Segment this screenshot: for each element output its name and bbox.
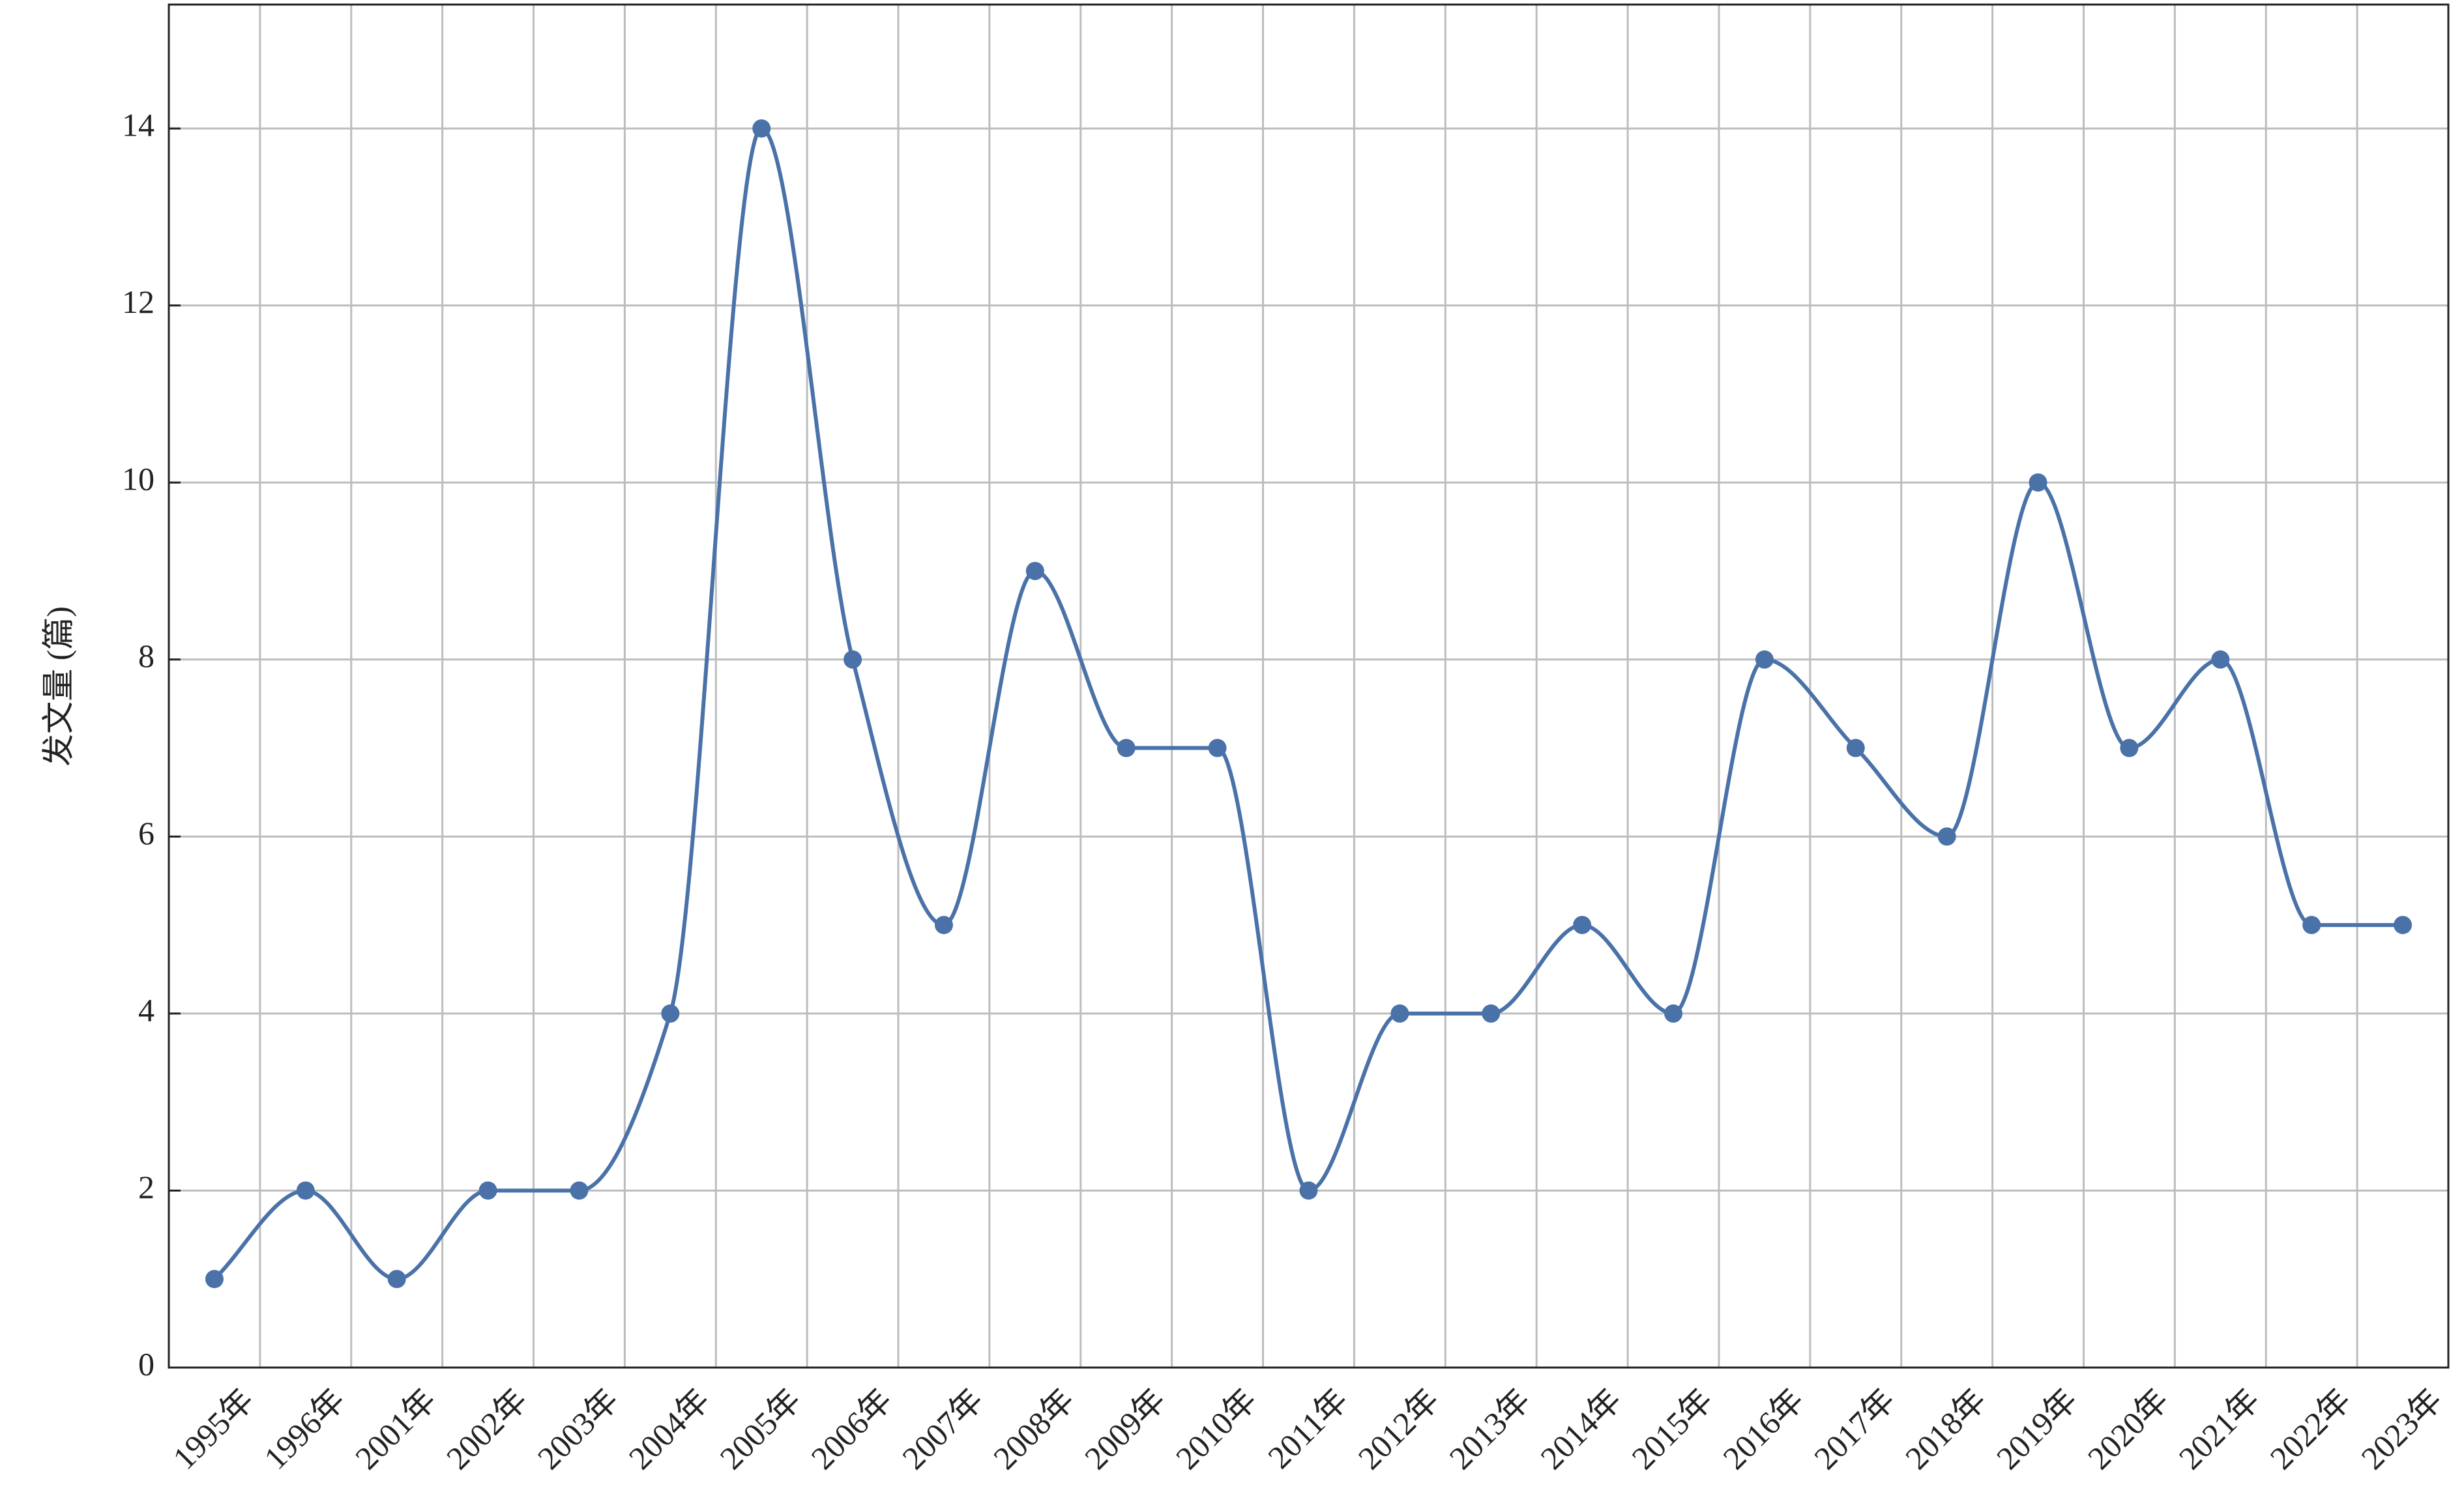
x-tick-label: 2004年 xyxy=(622,1381,717,1476)
data-point xyxy=(1390,1004,1409,1023)
data-point xyxy=(1846,739,1865,757)
data-point xyxy=(2120,739,2139,757)
x-tick-label: 2009年 xyxy=(1078,1381,1173,1476)
x-tick-label: 1995年 xyxy=(166,1381,261,1476)
x-tick-label: 2002年 xyxy=(439,1381,535,1476)
y-tick-label: 10 xyxy=(122,461,154,497)
x-tick-label: 2001年 xyxy=(348,1381,443,1476)
data-point xyxy=(661,1004,680,1023)
x-tick-label: 2006年 xyxy=(804,1381,899,1476)
x-tick-label: 2003年 xyxy=(531,1381,626,1476)
data-point xyxy=(1664,1004,1683,1023)
x-tick-label: 2016年 xyxy=(1716,1381,1811,1476)
plot-frame xyxy=(168,3,2450,1369)
data-point xyxy=(934,916,953,935)
x-tick-label: 2021年 xyxy=(2172,1381,2267,1476)
data-point xyxy=(1482,1004,1501,1023)
x-tick-label: 2007年 xyxy=(895,1381,990,1476)
data-point xyxy=(1755,650,1774,669)
y-tick-label: 12 xyxy=(122,284,154,320)
y-tick-label: 0 xyxy=(138,1345,154,1382)
x-tick-label: 2011年 xyxy=(1261,1381,1355,1475)
data-point xyxy=(1025,561,1044,580)
y-tick-label: 14 xyxy=(122,107,154,143)
data-point xyxy=(296,1181,315,1200)
y-tick-label: 4 xyxy=(138,991,154,1028)
x-tick-label: 2005年 xyxy=(712,1381,808,1476)
data-point xyxy=(2029,473,2047,492)
data-point xyxy=(1117,739,1136,757)
x-tick-label: 2019年 xyxy=(1989,1381,2085,1476)
x-tick-label: 2022年 xyxy=(2263,1381,2358,1476)
x-tick-label: 2013年 xyxy=(1442,1381,1537,1476)
data-point xyxy=(570,1181,589,1200)
x-tick-label: 2017年 xyxy=(1807,1381,1902,1476)
x-tick-label: 2012年 xyxy=(1351,1381,1446,1476)
x-tick-label: 1996年 xyxy=(257,1381,352,1476)
data-point xyxy=(2211,650,2230,669)
data-point xyxy=(1573,916,1592,935)
data-point xyxy=(478,1181,497,1200)
x-tick-label: 2018年 xyxy=(1898,1381,1993,1476)
data-point xyxy=(1208,739,1227,757)
y-tick-label: 6 xyxy=(138,815,154,851)
data-point xyxy=(2302,916,2321,935)
data-point xyxy=(1299,1181,1318,1200)
x-tick-label: 2023年 xyxy=(2354,1381,2449,1476)
x-tick-label: 2020年 xyxy=(2081,1381,2176,1476)
x-tick-label: 2014年 xyxy=(1533,1381,1628,1476)
y-tick-label: 2 xyxy=(138,1169,154,1205)
data-point xyxy=(843,650,862,669)
data-point xyxy=(387,1270,406,1289)
data-point xyxy=(752,119,771,138)
x-tick-label: 2010年 xyxy=(1169,1381,1264,1476)
y-tick-label: 8 xyxy=(138,637,154,674)
data-point xyxy=(2394,916,2413,935)
x-tick-label: 2015年 xyxy=(1624,1381,1720,1476)
y-axis-label: 发文量 (篇) xyxy=(40,606,76,767)
x-tick-label: 2008年 xyxy=(986,1381,1081,1476)
data-point xyxy=(1937,827,1956,846)
series-line xyxy=(213,126,2403,1282)
data-point xyxy=(205,1270,224,1289)
